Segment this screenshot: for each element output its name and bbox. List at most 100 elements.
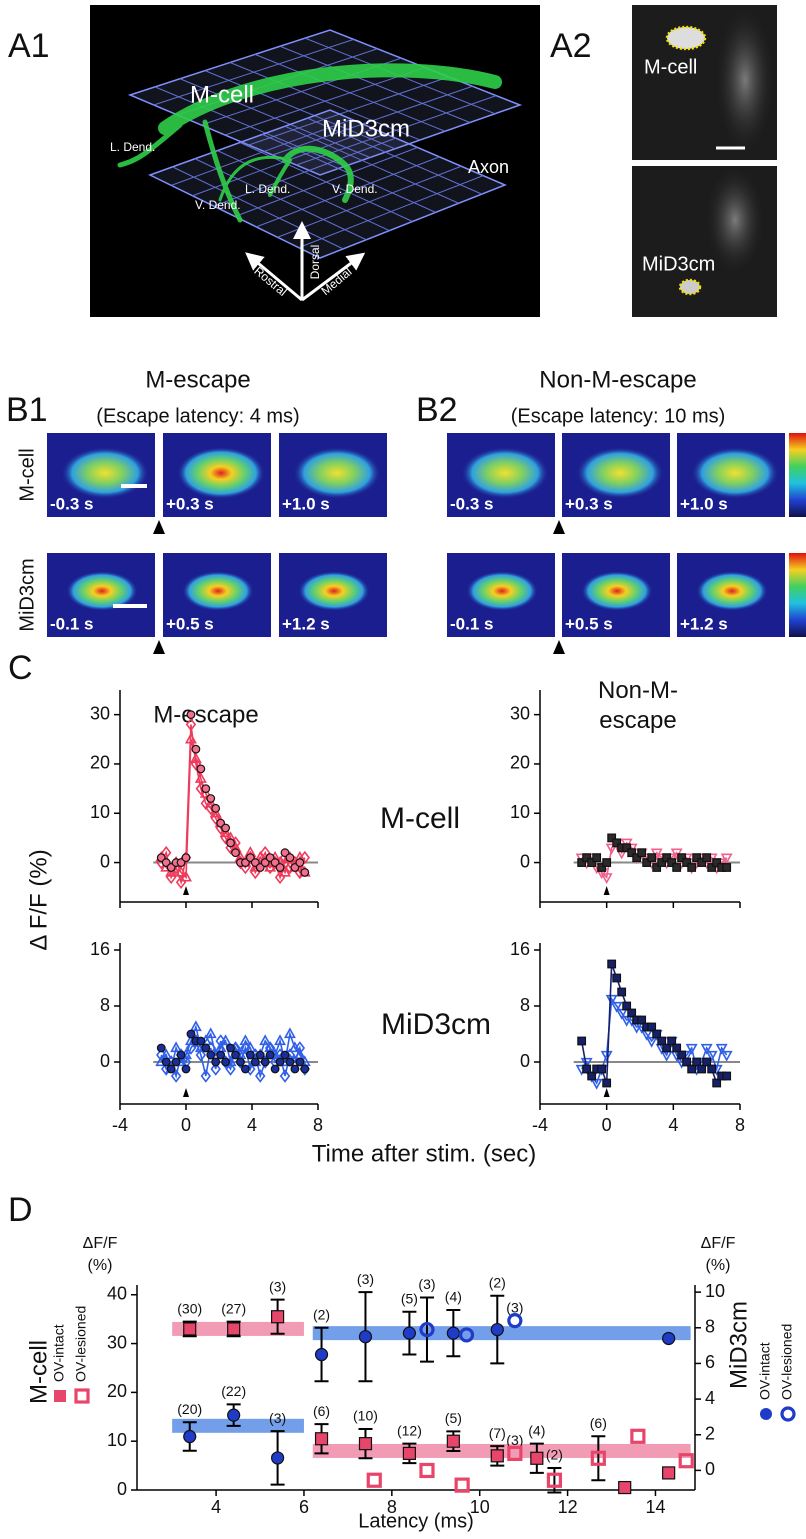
n-label: (3) bbox=[506, 1299, 523, 1315]
y2-label: MiD3cm bbox=[725, 1301, 752, 1389]
x-tick-label: 0 bbox=[181, 1115, 191, 1135]
data-point bbox=[239, 1034, 252, 1046]
data-point bbox=[697, 1064, 707, 1074]
n-label: (2) bbox=[489, 1274, 506, 1290]
data-point bbox=[454, 1477, 470, 1493]
data-point bbox=[490, 1322, 504, 1337]
data-point bbox=[577, 858, 587, 867]
data-point bbox=[183, 1429, 197, 1444]
x-tick-label: 10 bbox=[470, 1497, 490, 1517]
data-point bbox=[231, 848, 240, 858]
data-point bbox=[612, 973, 622, 983]
data-point bbox=[295, 1057, 305, 1067]
stimulus-arrowhead bbox=[603, 1088, 610, 1097]
data-point bbox=[458, 1327, 475, 1343]
n-label: (30) bbox=[177, 1300, 202, 1316]
data-point bbox=[602, 858, 612, 867]
x-tick-label: 14 bbox=[645, 1497, 665, 1517]
data-point bbox=[687, 863, 697, 872]
colorbar bbox=[789, 553, 806, 637]
data-point bbox=[156, 1048, 167, 1062]
data-point bbox=[201, 1043, 211, 1053]
data-point bbox=[255, 1050, 265, 1060]
a1-neurons bbox=[117, 63, 502, 223]
line-chart: 0 10 20 30 bbox=[510, 690, 741, 908]
data-point bbox=[270, 1310, 285, 1324]
line-chart: 0 8 16 -4 0 4 8 bbox=[90, 939, 323, 1135]
frame-label: +0.3 s bbox=[166, 494, 214, 513]
data-point bbox=[270, 1064, 280, 1074]
a1-label: V. Dend. bbox=[332, 182, 378, 196]
y-tick-label: 8 bbox=[100, 995, 110, 1015]
y2-tick-label: 6 bbox=[705, 1352, 715, 1372]
unit-label: ΔF/F bbox=[701, 1235, 736, 1252]
a2-label: M-cell bbox=[644, 56, 697, 78]
m-axon bbox=[158, 63, 502, 135]
grid-line-3d bbox=[224, 67, 426, 136]
data-point bbox=[402, 1446, 417, 1460]
data-point bbox=[722, 863, 732, 872]
data-point bbox=[216, 1050, 226, 1060]
data-point bbox=[582, 1064, 592, 1074]
data-point bbox=[285, 853, 295, 863]
data-point bbox=[215, 1034, 226, 1048]
x-tick-label: 12 bbox=[558, 1497, 578, 1517]
c-row-label: MiD3cm bbox=[381, 1008, 491, 1041]
grid-line-3d bbox=[284, 125, 459, 204]
frame-label: +1.0 s bbox=[282, 494, 330, 513]
data-point bbox=[652, 863, 662, 872]
data-point bbox=[314, 1347, 329, 1362]
b-row-label: M-cell bbox=[16, 448, 38, 501]
error-bar bbox=[419, 1296, 434, 1363]
data-point bbox=[615, 1008, 628, 1020]
data-point bbox=[270, 1451, 285, 1465]
data-point bbox=[165, 870, 177, 885]
data-point bbox=[507, 1445, 523, 1461]
legend-marker bbox=[74, 1388, 90, 1404]
data-point bbox=[275, 1057, 285, 1067]
a1-label: L. Dend. bbox=[110, 140, 155, 154]
n-label: (6) bbox=[313, 1403, 330, 1419]
grid-plane bbox=[148, 109, 507, 259]
c-title-line: Non-M- bbox=[598, 677, 678, 704]
data-point bbox=[314, 1432, 329, 1446]
n-label: (2) bbox=[313, 1306, 330, 1322]
c-column-title: M-escape bbox=[153, 701, 258, 728]
y2-tick-label: 0 bbox=[705, 1459, 715, 1479]
data-point bbox=[642, 858, 652, 867]
data-point bbox=[645, 1036, 658, 1048]
n-label: (4) bbox=[445, 1289, 462, 1305]
data-point bbox=[280, 1050, 290, 1060]
data-point bbox=[259, 1034, 272, 1046]
heatmap-blob bbox=[466, 571, 538, 611]
data-point bbox=[225, 1062, 236, 1076]
data-point bbox=[702, 853, 712, 863]
n-label: (3) bbox=[418, 1276, 435, 1292]
y-tick-label: 20 bbox=[90, 753, 110, 773]
legend-label: OV-intact bbox=[757, 1342, 773, 1400]
x-tick-label: -4 bbox=[532, 1115, 548, 1135]
a1-label: Dorsal bbox=[308, 245, 322, 280]
data-point bbox=[170, 1041, 183, 1053]
c-y-label: Δ F/F (%) bbox=[25, 849, 52, 950]
y-tick-label: 10 bbox=[510, 802, 530, 822]
b-title: Non-M-escape bbox=[539, 366, 696, 393]
grid-line-3d bbox=[272, 85, 473, 156]
data-point bbox=[605, 994, 618, 1006]
data-point bbox=[667, 858, 677, 867]
colorbar bbox=[789, 433, 806, 517]
data-point bbox=[592, 853, 602, 863]
data-point bbox=[259, 845, 271, 860]
data-point bbox=[597, 1064, 607, 1074]
data-point bbox=[206, 1050, 216, 1060]
c-x-label: Time after stim. (sec) bbox=[312, 1140, 536, 1167]
data-point bbox=[637, 1015, 647, 1025]
m-cell-outline bbox=[665, 25, 707, 51]
y-tick-label: 30 bbox=[107, 1332, 127, 1352]
data-point bbox=[211, 1057, 221, 1067]
heatmap-blob bbox=[177, 447, 265, 499]
data-point bbox=[697, 858, 707, 867]
m-dendrite bbox=[117, 122, 183, 168]
data-point bbox=[617, 987, 627, 997]
n-label: (7) bbox=[489, 1425, 506, 1441]
